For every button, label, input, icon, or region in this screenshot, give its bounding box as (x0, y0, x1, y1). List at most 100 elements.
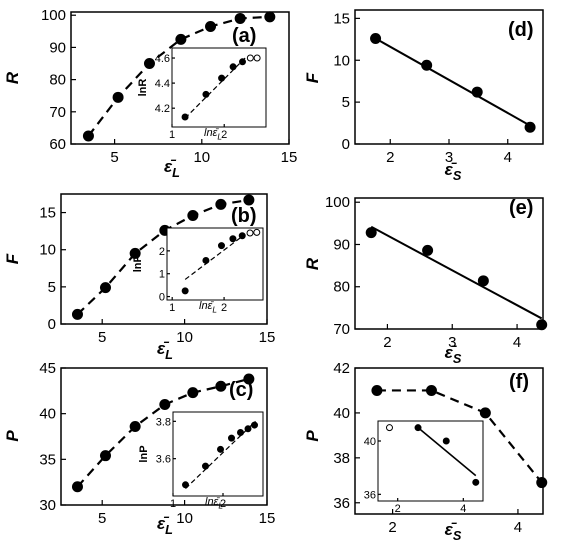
inset-y-axis-label: lnF (132, 255, 144, 272)
inset-data-point (217, 242, 225, 250)
inset-data-point (472, 478, 480, 486)
data-point (143, 58, 155, 70)
inset-data-point (202, 256, 210, 264)
data-point (129, 420, 141, 432)
data-point (215, 380, 227, 392)
inset-data-point (238, 232, 246, 240)
inset-frame (166, 227, 264, 301)
y-tick-label: 80 (49, 72, 66, 89)
x-tick-label: 10 (176, 329, 193, 346)
inset-y-tick-label: 0 (159, 292, 165, 304)
x-tick-label: 5 (98, 510, 106, 527)
y-tick-label: 80 (333, 279, 350, 296)
inset-y-tick-label: 40 (364, 436, 376, 448)
plot-frame (354, 197, 544, 330)
y-tick-label: 30 (39, 497, 56, 514)
y-axis-label: F (3, 253, 22, 264)
panel-label: (d) (508, 19, 534, 41)
y-tick-label: 0 (48, 316, 56, 333)
x-axis-label: ε̄L (164, 157, 180, 180)
inset-x-tick-label: 2 (221, 302, 227, 314)
data-point (365, 227, 377, 239)
panel-d: 2 3 4 0 5 10 15 ε̄S F (d) (303, 9, 544, 183)
inset-data-point (229, 63, 237, 71)
y-tick-label: 60 (49, 136, 66, 153)
inset-data-point (228, 434, 235, 442)
panel-c: 5 10 15 30 35 40 45 ε̄L P 1 2 3.6 3.8 lnε̄L lnP (c) (3, 360, 275, 537)
data-point (536, 319, 548, 331)
inset-x-tick-label: 2 (395, 503, 401, 515)
panel-label: (b) (231, 205, 257, 227)
data-point (175, 33, 187, 45)
inset-data-point (251, 421, 258, 429)
x-axis-label: ε̄S (445, 520, 462, 543)
inset-data-point (246, 54, 254, 62)
inset: 1 2 4.2 4.4 4.6 lnε̄L lnR (137, 47, 267, 141)
inset-data-point (442, 437, 450, 445)
inset: 2 4 36 40 (364, 420, 484, 515)
y-axis-label: R (303, 257, 322, 270)
inset-x-axis-label: lnε̄L (204, 127, 222, 141)
data-point (243, 194, 255, 206)
inset-x-tick-label: 1 (170, 498, 176, 510)
plot-frame (70, 11, 290, 145)
panel-label: (c) (229, 379, 253, 401)
y-tick-label: 5 (48, 279, 56, 296)
x-tick-label: 15 (259, 510, 276, 527)
inset-x-tick-label: 2 (221, 129, 227, 141)
x-tick-label: 3 (448, 334, 456, 351)
y-tick-label: 45 (39, 360, 56, 377)
data-point (159, 399, 171, 411)
data-point (215, 198, 227, 210)
plot-frame (60, 193, 268, 325)
inset-data-point (181, 287, 189, 295)
data-point (112, 91, 124, 103)
y-tick-label: 40 (333, 405, 350, 422)
inset-data-point (229, 235, 237, 243)
inset-data-point (239, 58, 246, 66)
inset-y-tick-label: 2 (159, 246, 165, 258)
x-tick-label: 10 (176, 510, 193, 527)
data-point (71, 308, 83, 320)
inset-data-point (253, 228, 261, 236)
inset-data-point (202, 90, 210, 98)
data-point (371, 384, 383, 396)
y-tick-label: 15 (333, 10, 350, 27)
data-point (129, 247, 141, 259)
y-axis-label: P (303, 430, 322, 442)
x-tick-label: 4 (513, 334, 521, 351)
y-tick-label: 10 (333, 52, 350, 69)
data-point (536, 477, 548, 489)
inset-y-tick-label: 4.4 (155, 78, 170, 90)
x-tick-label: 4 (514, 519, 522, 536)
inset-y-tick-label: 36 (364, 489, 376, 501)
panel-label: (f) (509, 371, 529, 393)
inset-data-point (237, 429, 244, 437)
data-point (421, 59, 433, 71)
inset-x-tick-label: 4 (460, 503, 466, 515)
inset-data-point (182, 481, 189, 489)
x-tick-label: 10 (193, 149, 210, 166)
x-tick-label: 15 (281, 149, 298, 166)
x-tick-label: 5 (110, 149, 118, 166)
y-tick-label: 35 (39, 451, 56, 468)
y-tick-label: 100 (41, 7, 66, 24)
y-tick-label: 0 (342, 136, 350, 153)
inset-x-tick-label: 1 (169, 129, 175, 141)
y-axis-label: R (3, 71, 22, 84)
data-point (71, 481, 83, 493)
y-tick-label: 40 (39, 406, 56, 423)
data-point (479, 407, 491, 419)
data-point (187, 387, 199, 399)
x-tick-label: 4 (504, 149, 512, 166)
x-axis-label: ε̄L (157, 514, 173, 537)
inset-y-tick-label: 4.6 (155, 53, 170, 65)
y-tick-label: 42 (333, 360, 350, 377)
panel-label: (a) (232, 25, 256, 47)
data-point (422, 244, 434, 256)
y-tick-label: 15 (39, 205, 56, 222)
inset-y-tick-label: 3.6 (156, 454, 171, 466)
